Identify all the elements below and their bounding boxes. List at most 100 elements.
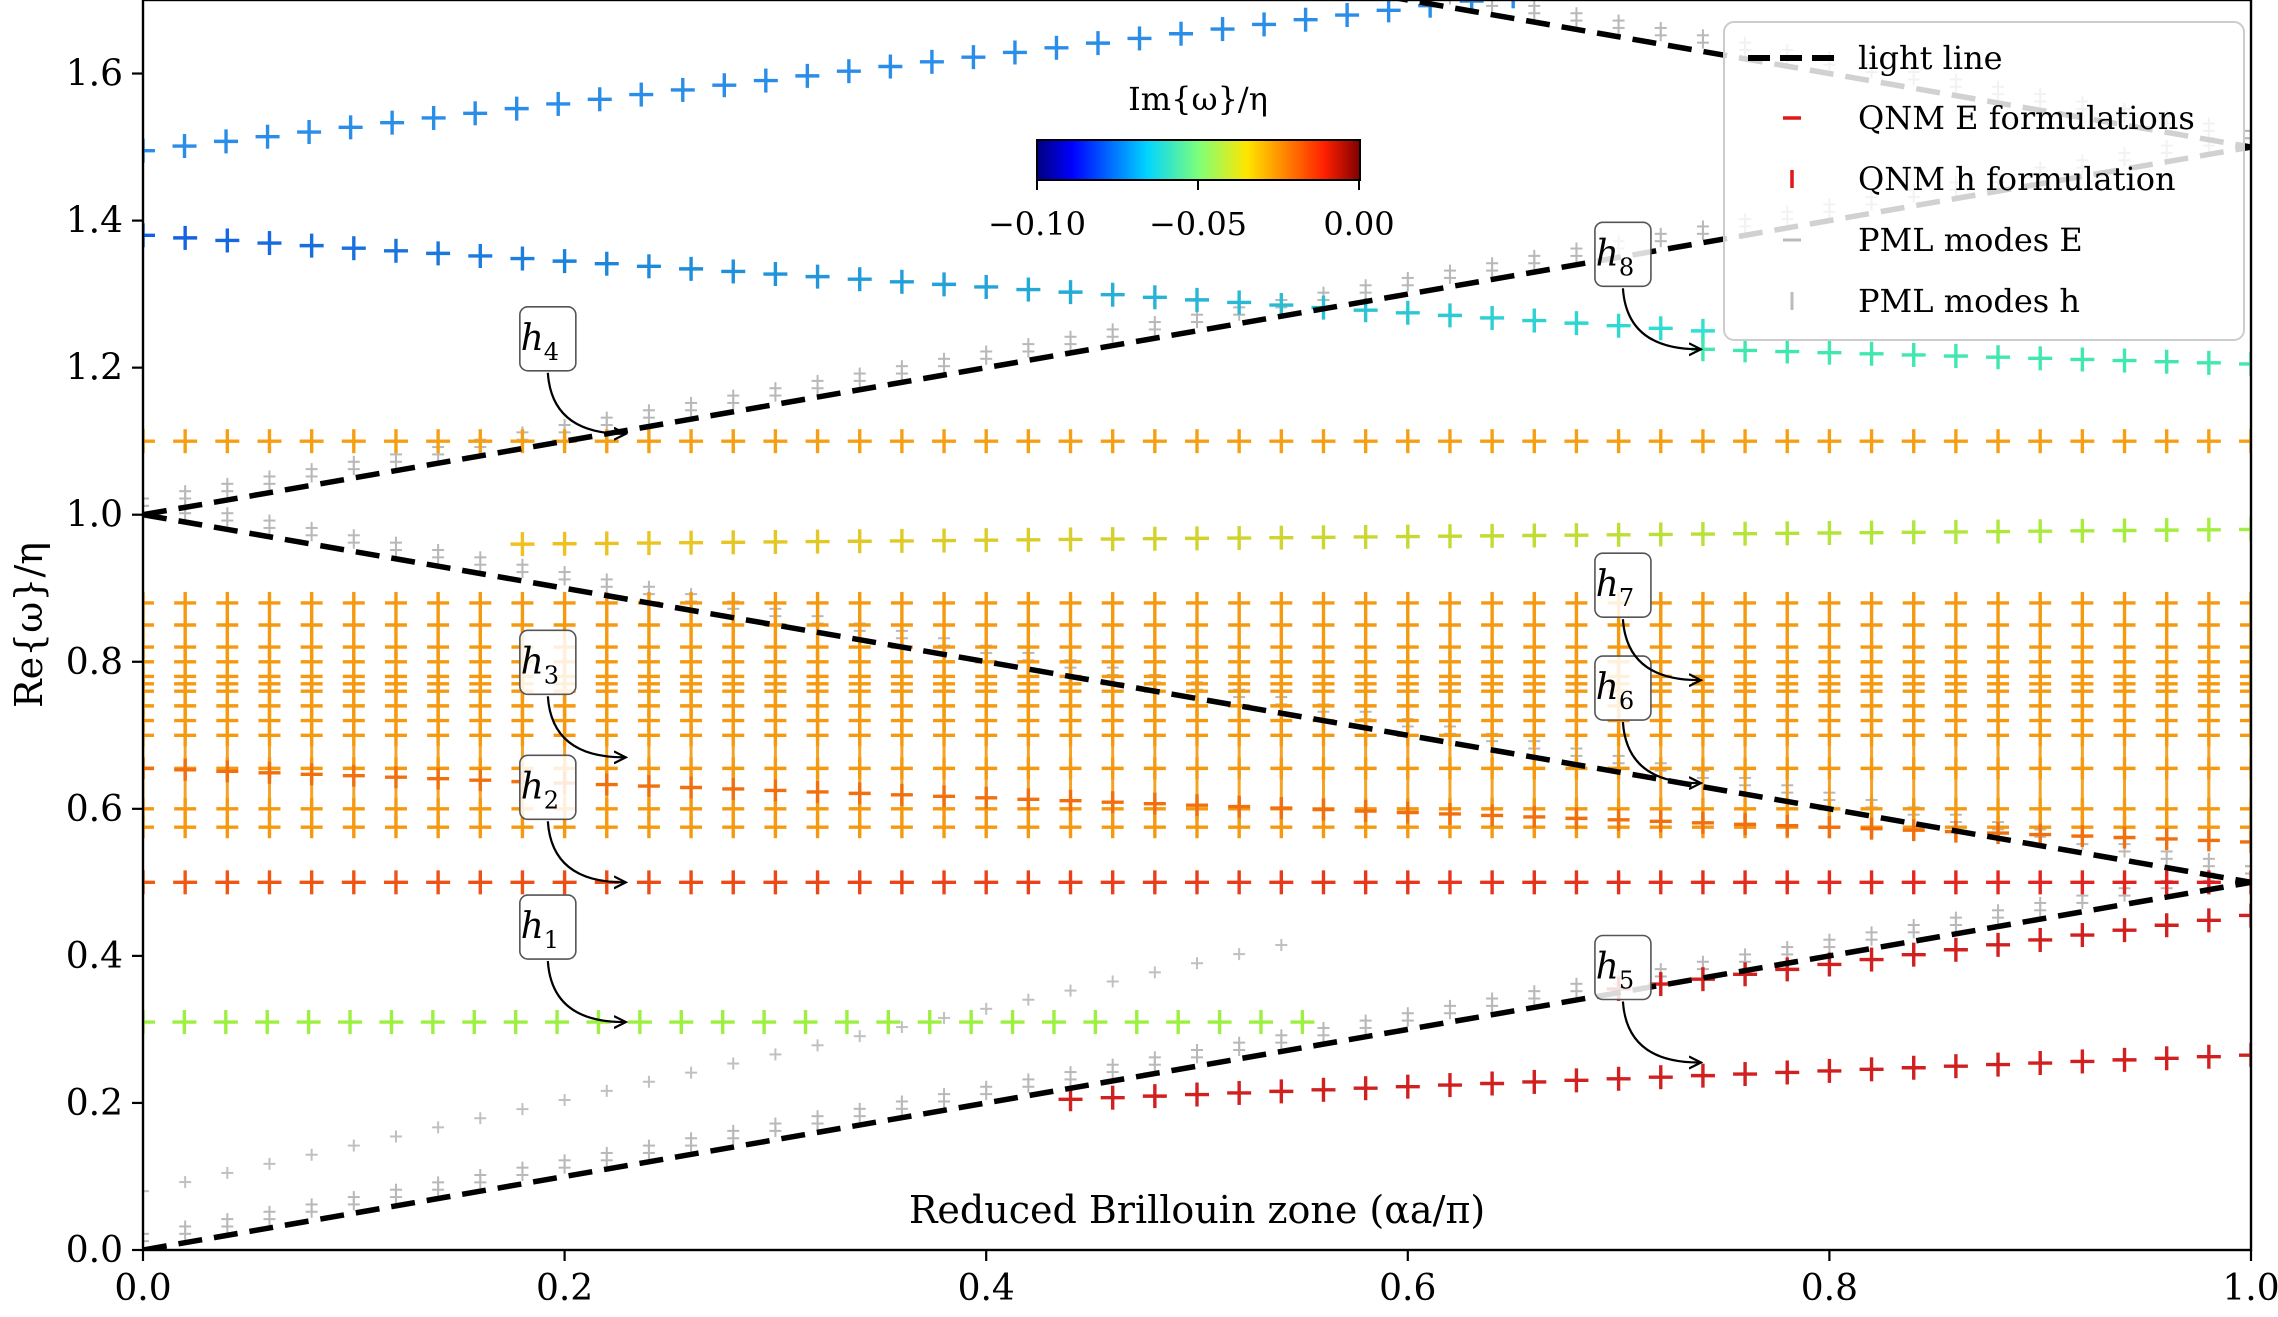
qnm-mode-marker	[426, 241, 451, 266]
pml-mode-marker	[600, 1084, 613, 1097]
qnm-mode-marker	[1986, 870, 2011, 895]
qnm-mode-marker	[2028, 346, 2053, 371]
qnm-band-marker	[1354, 800, 1377, 823]
qnm-band-marker	[1565, 807, 1588, 830]
pml-mode-marker	[642, 580, 655, 593]
pml-mode-marker	[1401, 1007, 1414, 1020]
qnm-mode-marker	[763, 529, 788, 554]
pml-mode-marker	[1486, 992, 1499, 1005]
qnm-band-marker	[143, 672, 154, 695]
pml-mode-marker	[143, 1235, 149, 1248]
pml-mode-marker	[1696, 220, 1709, 233]
pml-mode-marker	[221, 1166, 234, 1179]
qnm-band-marker	[1312, 636, 1335, 659]
qnm-band-marker	[1691, 636, 1714, 659]
qnm-mode-marker	[1901, 342, 1926, 367]
qnm-band-marker	[1270, 614, 1293, 636]
qnm-band-marker	[2029, 614, 2052, 636]
qnm-band-marker	[1860, 591, 1883, 614]
qnm-mode-marker	[1185, 287, 1209, 312]
pml-mode-marker	[1275, 939, 1288, 951]
qnm-band-marker	[1228, 757, 1251, 780]
qnm-band-marker	[384, 636, 407, 659]
x-tick-label: 0.2	[536, 1268, 593, 1309]
qnm-band-marker	[2240, 830, 2251, 853]
qnm-band-marker	[1987, 614, 2010, 636]
qnm-band-marker	[1902, 636, 1925, 659]
pml-mode-marker	[432, 1121, 445, 1134]
annotation-arrow	[1621, 288, 1699, 349]
qnm-band-marker	[174, 816, 197, 839]
pml-mode-marker	[980, 1002, 993, 1015]
qnm-band-marker	[595, 773, 618, 796]
qnm-mode-marker	[2112, 1047, 2137, 1072]
qnm-band-marker	[469, 636, 492, 659]
qnm-mode-marker	[383, 870, 408, 895]
qnm-mode-marker	[636, 429, 661, 454]
qnm-band-marker	[258, 761, 281, 784]
qnm-band-marker	[1017, 614, 1040, 636]
qnm-band-marker	[680, 614, 703, 636]
qnm-mode-marker	[1269, 1079, 1294, 1104]
pml-mode-marker	[347, 529, 360, 542]
qnm-band-marker	[300, 816, 323, 839]
qnm-band-marker	[143, 709, 154, 732]
qnm-band-marker	[1481, 757, 1504, 780]
qnm-band-marker	[2071, 757, 2094, 780]
qnm-mode-marker	[2070, 870, 2095, 895]
qnm-mode-marker	[763, 429, 788, 454]
qnm-mode-marker	[1986, 429, 2011, 454]
qnm-mode-marker	[805, 529, 830, 554]
pml-mode-marker	[1781, 941, 1794, 954]
qnm-mode-marker	[173, 870, 198, 895]
qnm-band-marker	[1523, 757, 1546, 780]
qnm-mode-marker	[510, 246, 535, 271]
qnm-band-marker	[1734, 614, 1757, 636]
qnm-band-marker	[1354, 614, 1377, 636]
qnm-band-marker	[258, 816, 281, 839]
qnm-band-marker	[1565, 636, 1588, 659]
qnm-band-marker	[933, 785, 956, 808]
qnm-mode-marker	[1100, 870, 1125, 895]
qnm-band-marker	[1860, 636, 1883, 659]
qnm-band-marker	[1734, 636, 1757, 659]
qnm-mode-marker	[932, 528, 957, 553]
qnm-band-marker	[680, 816, 703, 839]
qnm-mode-marker	[2196, 517, 2221, 542]
annotation-label: h2	[521, 766, 559, 814]
qnm-mode-marker	[763, 262, 788, 287]
qnm-mode-marker	[1606, 1066, 1631, 1091]
qnm-band-marker	[1143, 816, 1166, 839]
qnm-band-marker	[174, 614, 197, 636]
qnm-mode-marker	[1690, 870, 1715, 895]
qnm-band-marker	[342, 797, 365, 820]
qnm-mode-marker	[2154, 518, 2179, 543]
x-tick-label: 0.8	[1801, 1268, 1858, 1309]
qnm-mode-marker	[1733, 521, 1758, 546]
qnm-mode-marker	[552, 249, 577, 274]
qnm-mode-marker	[679, 256, 704, 281]
qnm-band-marker	[1734, 813, 1757, 836]
qnm-band-marker	[2197, 797, 2220, 820]
qnm-mode-marker	[1437, 429, 1462, 454]
qnm-mode-marker	[255, 124, 280, 149]
pml-mode-marker	[685, 1132, 698, 1145]
qnm-band-marker	[722, 816, 745, 839]
qnm-band-marker	[1944, 797, 1967, 820]
qnm-mode-marker	[1207, 1010, 1232, 1035]
qnm-mode-marker	[679, 530, 704, 555]
qnm-band-marker	[1734, 591, 1757, 614]
qnm-band-marker	[1691, 811, 1714, 834]
qnm-mode-marker	[143, 870, 155, 895]
qnm-band-marker	[427, 636, 450, 659]
qnm-mode-marker	[1395, 300, 1420, 325]
pml-mode-marker	[811, 374, 824, 387]
qnm-band-marker	[637, 797, 660, 820]
pml-mode-marker	[1148, 1051, 1161, 1064]
qnm-band-marker	[2155, 797, 2178, 820]
qnm-mode-marker	[847, 267, 872, 292]
qnm-band-marker	[2113, 591, 2136, 614]
qnm-mode-marker	[143, 223, 155, 248]
qnm-mode-marker	[2028, 870, 2053, 895]
qnm-mode-marker	[421, 105, 446, 130]
